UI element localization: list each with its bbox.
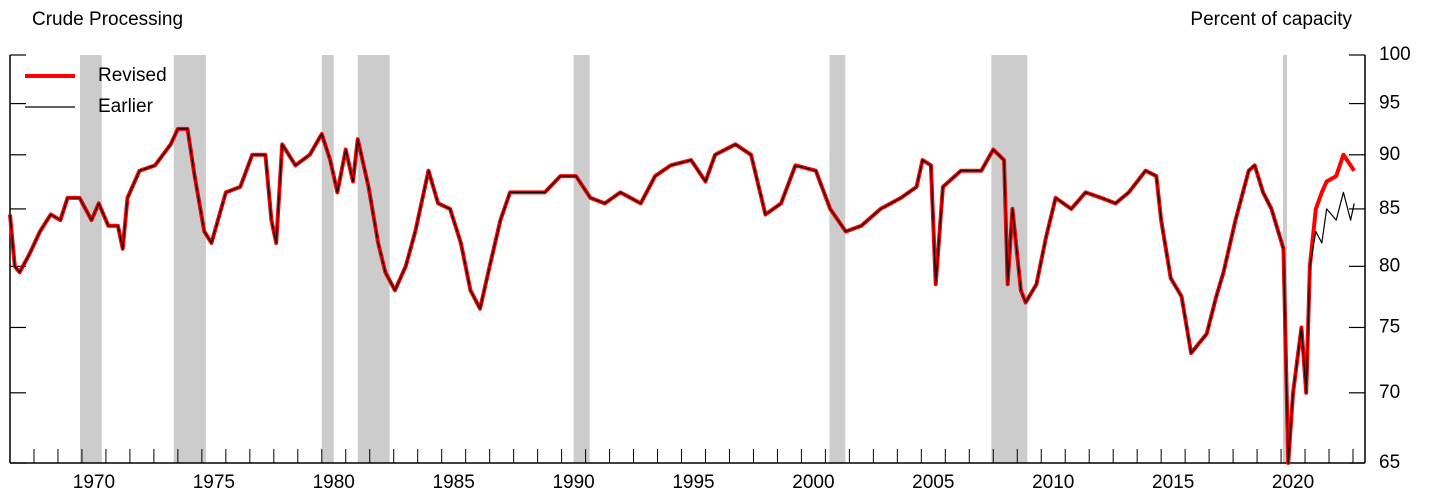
shaded-period [80, 55, 102, 463]
x-tick-label: 2015 [1152, 472, 1194, 493]
shaded-period [829, 55, 846, 463]
x-tick-label: 1990 [552, 472, 594, 493]
y-tick-label: 95 [1379, 93, 1400, 114]
legend-label: Earlier [98, 96, 154, 117]
y-tick-label: 100 [1379, 44, 1411, 65]
y-tick-label: 85 [1379, 198, 1400, 219]
x-tick-label: 2010 [1032, 472, 1074, 493]
x-tick-label: 2005 [912, 472, 954, 493]
series-line [8, 126, 1356, 465]
y-tick-label: 70 [1379, 382, 1400, 403]
x-tick-label: 1975 [193, 472, 235, 493]
y-tick-label: 75 [1379, 316, 1400, 337]
x-tick-label: 2020 [1272, 472, 1314, 493]
x-tick-label: 1985 [433, 472, 475, 493]
chart-title: Crude Processing [32, 9, 183, 30]
x-tick-label: 1980 [313, 472, 355, 493]
x-tick-label: 1970 [73, 472, 115, 493]
shaded-period [357, 55, 390, 463]
legend-label: Revised [98, 65, 167, 86]
y-tick-label: 90 [1379, 144, 1400, 165]
y-tick-label: 80 [1379, 255, 1400, 276]
x-tick-label: 2000 [792, 472, 834, 493]
shaded-period [573, 55, 590, 463]
x-tick-label: 1995 [672, 472, 714, 493]
series-line [9, 128, 1355, 464]
shaded-period [321, 55, 334, 463]
y-axis-label: Percent of capacity [1190, 9, 1352, 30]
shaded-period [173, 55, 206, 463]
y-tick-label: 65 [1379, 452, 1400, 473]
